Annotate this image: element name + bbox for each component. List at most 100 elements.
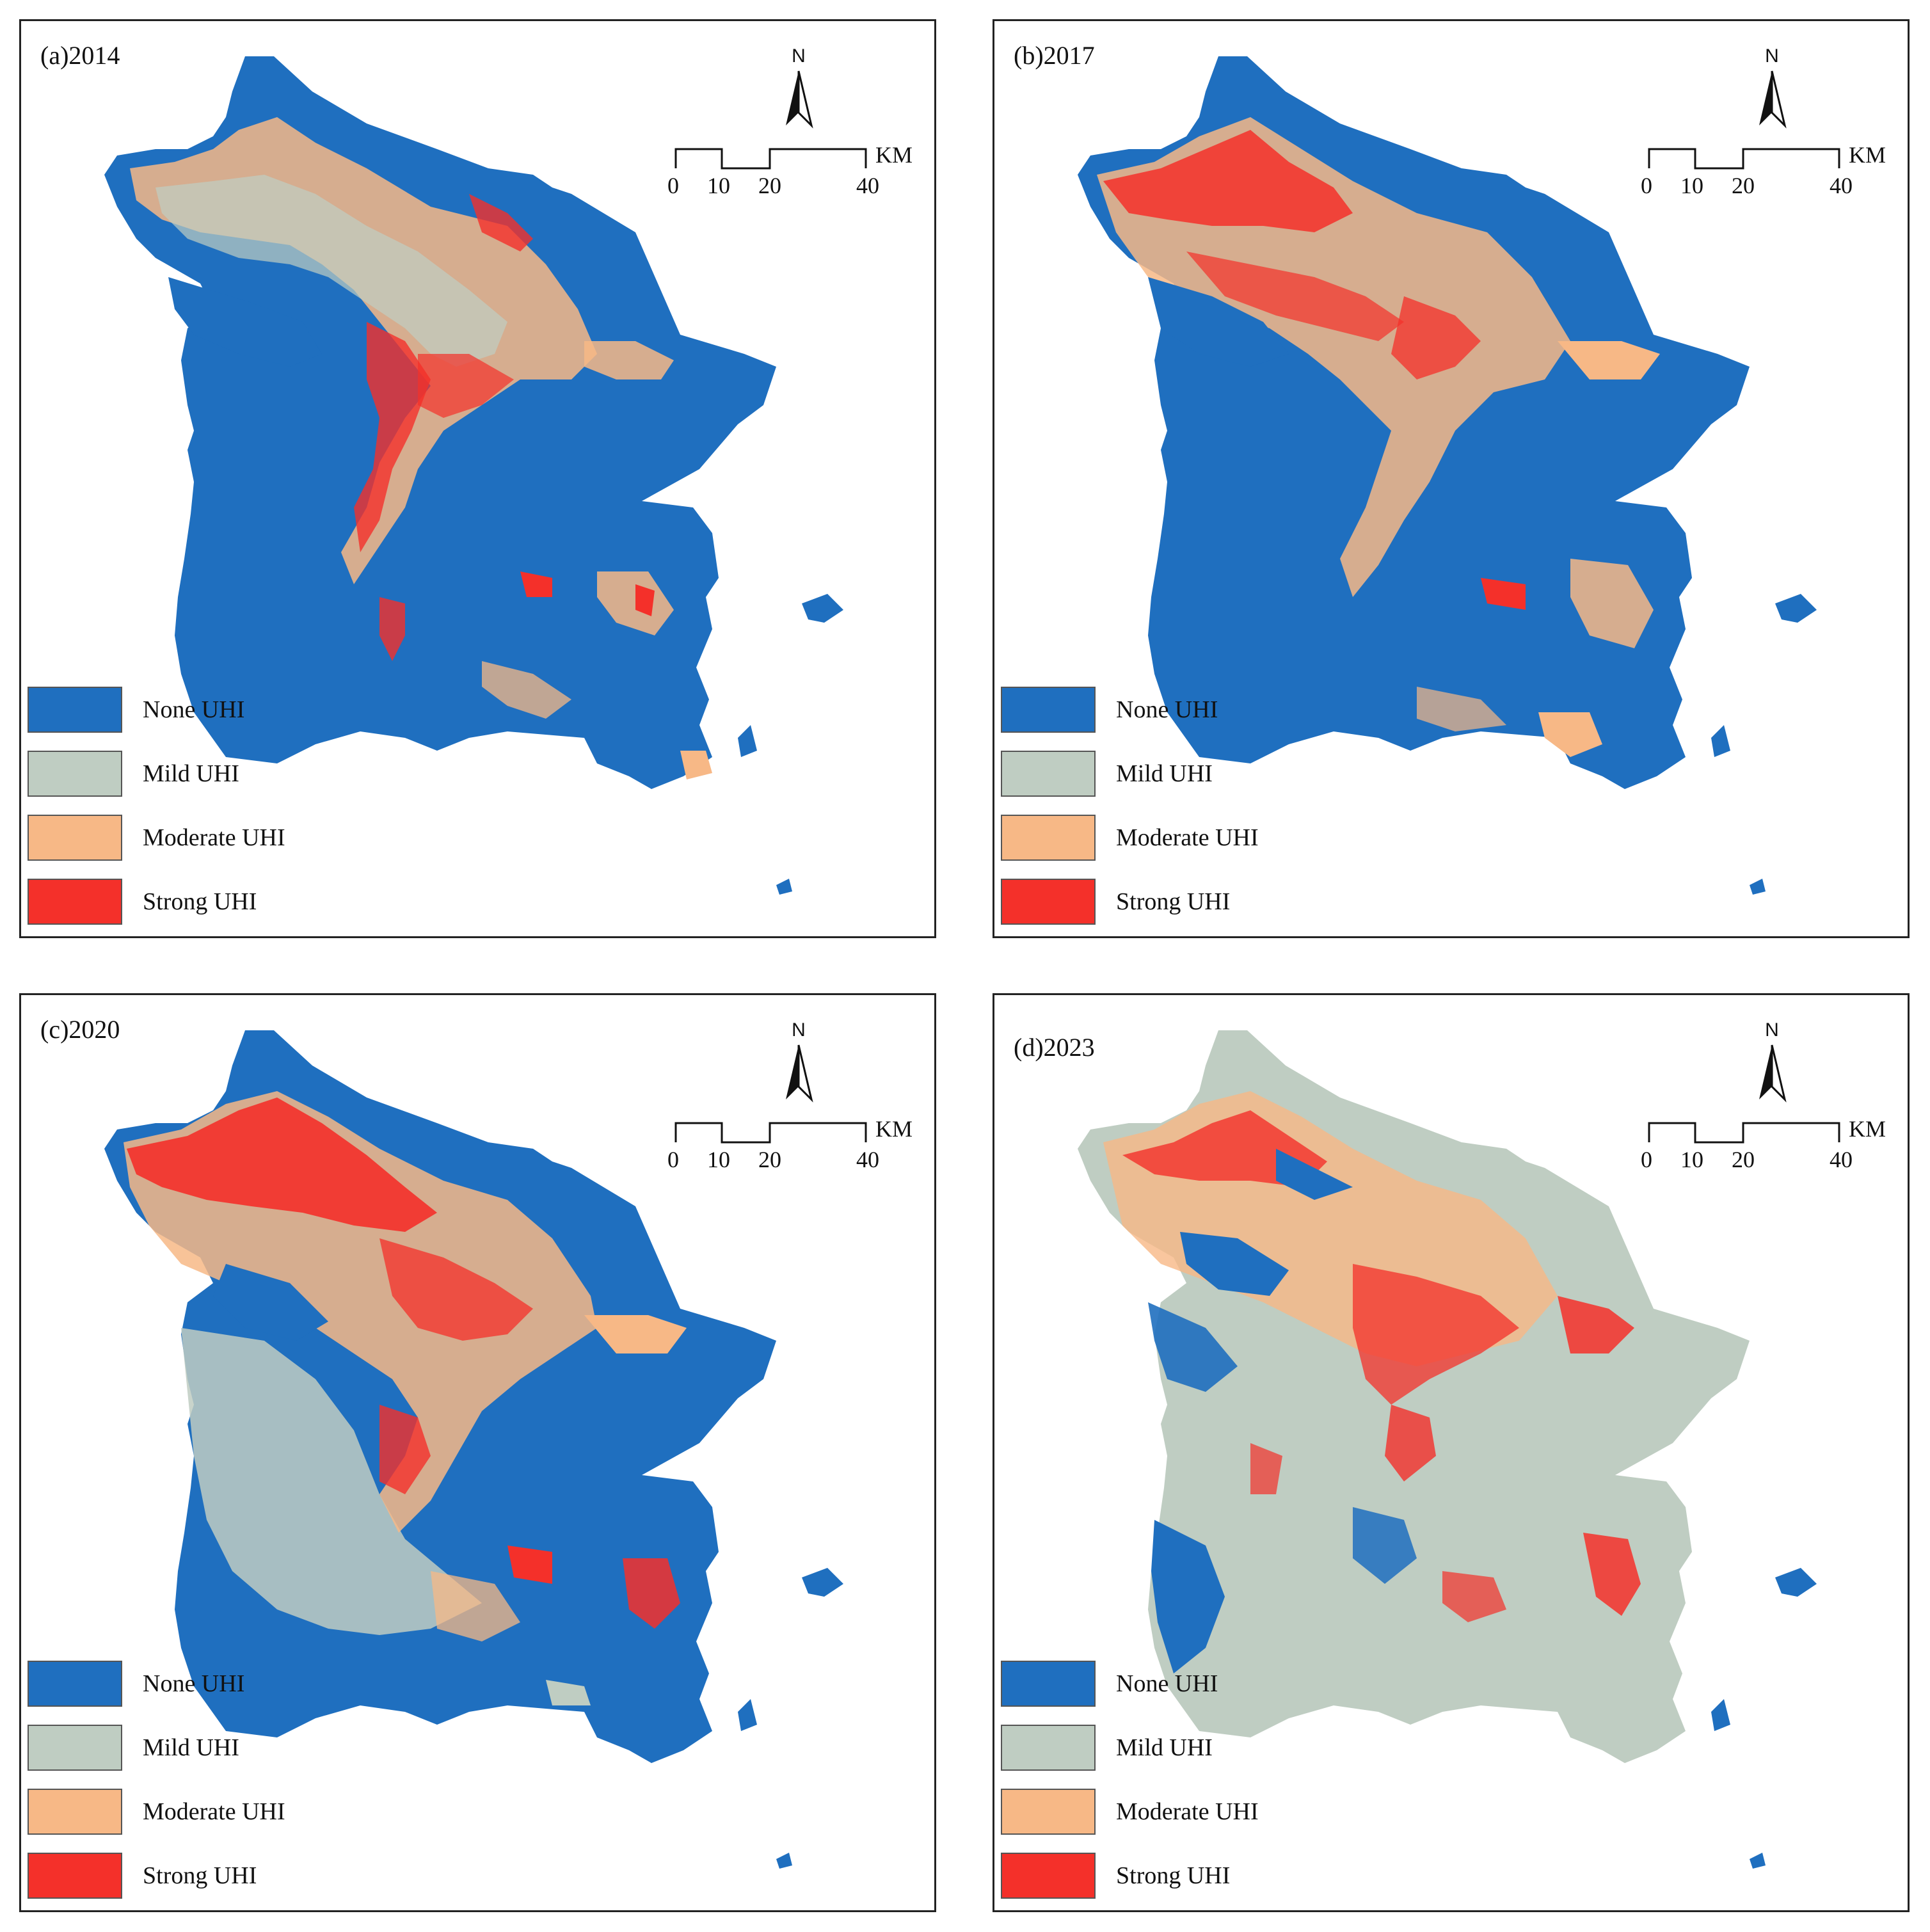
legend-swatch-none: [28, 687, 122, 733]
panel-title: (d)2023: [1014, 1033, 1095, 1062]
north-arrow-icon: [786, 1044, 813, 1103]
scale-tick-40: 40: [856, 1147, 879, 1172]
scale-tick-20: 20: [758, 1147, 781, 1172]
legend-label-none: None UHI: [143, 1670, 245, 1697]
north-arrow: N: [1753, 45, 1791, 141]
scale-tick-10: 10: [1680, 1147, 1703, 1172]
legend-label-moderate: Moderate UHI: [143, 1798, 285, 1825]
legend-item-none: None UHI: [1001, 687, 1385, 738]
scale-bar: 0 10 20 40 KM: [1641, 136, 1922, 220]
scale-tick-10: 10: [707, 1147, 730, 1172]
legend-swatch-strong: [28, 1853, 122, 1899]
panel-title: (a)2014: [40, 41, 120, 70]
scale-tick-0: 0: [667, 173, 679, 198]
panel-title: (c)2020: [40, 1015, 120, 1044]
scale-bar-graphic: [674, 148, 867, 170]
map-panel-2017: (b)2017 N 0 10 20 40 KM None UHI Mild UH…: [993, 19, 1910, 938]
scale-tick-40: 40: [1830, 173, 1853, 198]
legend-label-none: None UHI: [143, 696, 245, 723]
scale-tick-20: 20: [1732, 173, 1755, 198]
north-arrow: N: [779, 1019, 818, 1115]
legend-label-moderate: Moderate UHI: [143, 824, 285, 851]
legend-swatch-moderate: [1001, 815, 1096, 861]
north-arrow: N: [1753, 1019, 1791, 1115]
legend-label-strong: Strong UHI: [143, 888, 257, 915]
scale-tick-40: 40: [856, 173, 879, 198]
north-arrow: N: [779, 45, 818, 141]
scale-bar-graphic: [1648, 148, 1840, 170]
legend-item-none: None UHI: [28, 687, 411, 738]
legend-label-mild: Mild UHI: [143, 1734, 239, 1761]
north-arrow-icon: [1759, 1044, 1787, 1103]
legend-item-none: None UHI: [1001, 1661, 1385, 1712]
legend-item-none: None UHI: [28, 1661, 411, 1712]
legend-swatch-strong: [1001, 1853, 1096, 1899]
map-panel-2014: (a)2014 N 0 10 20 40 KM None UHI Mild UH…: [19, 19, 936, 938]
legend-label-mild: Mild UHI: [1116, 1734, 1213, 1761]
legend-label-none: None UHI: [1116, 1670, 1218, 1697]
legend-swatch-moderate: [28, 815, 122, 861]
legend-swatch-none: [1001, 687, 1096, 733]
north-arrow-icon: [786, 70, 813, 129]
map-panel-2020: (c)2020 N 0 10 20 40 KM None UHI Mild UH…: [19, 993, 936, 1912]
scale-tick-0: 0: [1641, 173, 1652, 198]
legend-swatch-mild: [28, 1725, 122, 1771]
scale-tick-0: 0: [667, 1147, 679, 1172]
north-letter: N: [792, 45, 806, 67]
scale-unit: KM: [875, 1116, 913, 1142]
legend-label-mild: Mild UHI: [143, 760, 239, 787]
scale-bar: 0 10 20 40 KM: [1641, 1110, 1922, 1194]
uhi-map-2017: [1078, 56, 1817, 895]
legend-label-mild: Mild UHI: [1116, 760, 1213, 787]
legend-item-mild: Mild UHI: [1001, 1725, 1385, 1776]
scale-bar-graphic: [1648, 1122, 1840, 1144]
legend-item-moderate: Moderate UHI: [1001, 1789, 1385, 1840]
scale-unit: KM: [1849, 142, 1886, 168]
uhi-map-2014: [104, 56, 843, 895]
legend-item-strong: Strong UHI: [28, 879, 411, 930]
panel-title: (b)2017: [1014, 41, 1095, 70]
legend-item-strong: Strong UHI: [1001, 1853, 1385, 1904]
legend-label-strong: Strong UHI: [1116, 888, 1231, 915]
legend-swatch-moderate: [28, 1789, 122, 1835]
legend-item-mild: Mild UHI: [1001, 751, 1385, 802]
north-letter: N: [1765, 1019, 1779, 1041]
legend-swatch-mild: [1001, 1725, 1096, 1771]
legend-item-strong: Strong UHI: [28, 1853, 411, 1904]
north-arrow-icon: [1759, 70, 1787, 129]
legend-label-strong: Strong UHI: [1116, 1862, 1231, 1889]
legend-item-strong: Strong UHI: [1001, 879, 1385, 930]
legend-item-mild: Mild UHI: [28, 1725, 411, 1776]
legend-label-strong: Strong UHI: [143, 1862, 257, 1889]
uhi-map-2023: [1078, 1030, 1817, 1869]
scale-tick-10: 10: [707, 173, 730, 198]
legend-label-none: None UHI: [1116, 696, 1218, 723]
legend-swatch-none: [28, 1661, 122, 1707]
scale-tick-20: 20: [758, 173, 781, 198]
map-panel-2023: (d)2023 N 0 10 20 40 KM None UHI Mild UH…: [993, 993, 1910, 1912]
north-letter: N: [792, 1019, 806, 1041]
scale-tick-20: 20: [1732, 1147, 1755, 1172]
scale-tick-0: 0: [1641, 1147, 1652, 1172]
scale-bar-graphic: [674, 1122, 867, 1144]
legend-item-moderate: Moderate UHI: [1001, 815, 1385, 866]
legend-swatch-mild: [28, 751, 122, 797]
scale-unit: KM: [875, 142, 913, 168]
legend-swatch-mild: [1001, 751, 1096, 797]
legend-label-moderate: Moderate UHI: [1116, 1798, 1259, 1825]
legend-item-mild: Mild UHI: [28, 751, 411, 802]
legend-swatch-strong: [1001, 879, 1096, 925]
uhi-map-2020: [104, 1030, 843, 1869]
scale-tick-40: 40: [1830, 1147, 1853, 1172]
legend-item-moderate: Moderate UHI: [28, 1789, 411, 1840]
legend-swatch-none: [1001, 1661, 1096, 1707]
legend-swatch-strong: [28, 879, 122, 925]
scale-tick-10: 10: [1680, 173, 1703, 198]
scale-bar: 0 10 20 40 KM: [667, 136, 949, 220]
scale-unit: KM: [1849, 1116, 1886, 1142]
legend-item-moderate: Moderate UHI: [28, 815, 411, 866]
scale-bar: 0 10 20 40 KM: [667, 1110, 949, 1194]
north-letter: N: [1765, 45, 1779, 67]
legend-label-moderate: Moderate UHI: [1116, 824, 1259, 851]
legend-swatch-moderate: [1001, 1789, 1096, 1835]
